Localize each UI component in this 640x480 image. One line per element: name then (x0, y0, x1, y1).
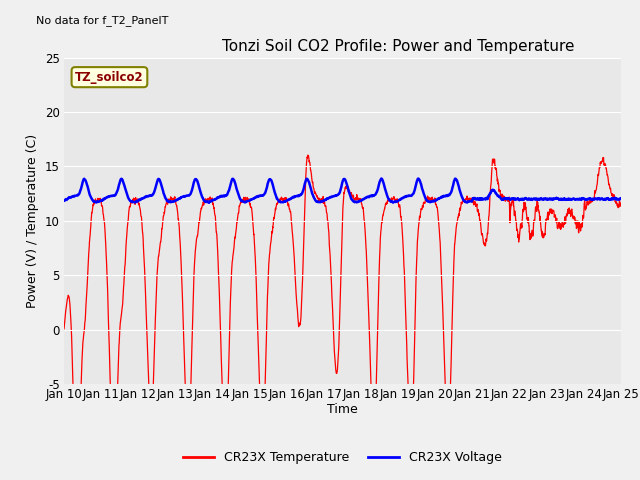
CR23X Voltage (547, 196, 554, 202)
Line: CR23X Voltage: CR23X Voltage (64, 179, 621, 203)
CR23X Voltage (415, 176, 422, 181)
CR23X Temperature (124, 221, 132, 227)
Y-axis label: Power (V) / Temperature (C): Power (V) / Temperature (C) (26, 134, 40, 308)
CR23X Voltage (131, 200, 139, 205)
Text: No data for f_T2_PanelT: No data for f_T2_PanelT (36, 15, 168, 26)
CR23X Temperature (60, 326, 68, 332)
CR23X Voltage (157, 180, 164, 186)
CR23X Voltage (606, 196, 614, 202)
Line: CR23X Temperature: CR23X Temperature (64, 155, 621, 480)
CR23X Voltage (298, 191, 306, 197)
CR23X Temperature (274, 200, 282, 206)
CR23X Voltage (274, 197, 282, 203)
CR23X Temperature (547, 206, 554, 212)
CR23X Temperature (157, 239, 164, 245)
Title: Tonzi Soil CO2 Profile: Power and Temperature: Tonzi Soil CO2 Profile: Power and Temper… (222, 39, 574, 54)
CR23X Voltage (617, 195, 625, 201)
CR23X Voltage (60, 198, 68, 204)
Legend: CR23X Temperature, CR23X Voltage: CR23X Temperature, CR23X Voltage (178, 446, 507, 469)
CR23X Voltage (124, 193, 131, 199)
CR23X Temperature (617, 201, 625, 206)
CR23X Temperature (298, 296, 306, 301)
Text: TZ_soilco2: TZ_soilco2 (75, 71, 144, 84)
X-axis label: Time: Time (327, 403, 358, 416)
CR23X Temperature (304, 152, 312, 158)
CR23X Temperature (606, 186, 614, 192)
